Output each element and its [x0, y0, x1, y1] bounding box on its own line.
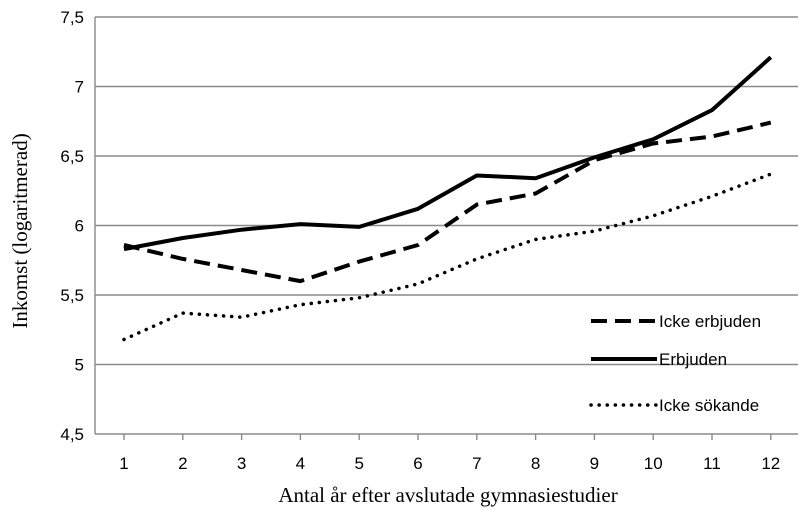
x-tick-label: 10: [644, 454, 663, 473]
series-line-1: [123, 120, 772, 284]
series-line-3: [122, 172, 773, 342]
x-tick-label: 11: [703, 454, 721, 473]
legend-label-2: Erbjuden: [659, 350, 727, 369]
x-tick-label: 5: [354, 454, 363, 473]
x-tick-label: 9: [590, 454, 599, 473]
x-tick-label: 3: [237, 454, 246, 473]
axes: [94, 17, 772, 440]
x-tick-label: 4: [296, 454, 305, 473]
x-tick-label: 7: [472, 454, 481, 473]
x-tick-label: 1: [119, 454, 128, 473]
gridlines: [95, 16, 798, 435]
y-tick-label: 6,5: [60, 147, 84, 166]
y-tick-label: 7: [75, 78, 84, 97]
series-line-2: [123, 55, 773, 252]
x-axis-title: Antal år efter avslutade gymnasiestudier: [278, 483, 617, 507]
legend: Icke erbjuden Erbjuden Icke sökande: [589, 312, 761, 415]
x-tick-label: 6: [413, 454, 422, 473]
y-tick-label: 5: [75, 356, 84, 375]
y-tick-label: 5,5: [60, 286, 84, 305]
legend-label-1: Icke erbjuden: [659, 312, 761, 331]
x-tick-labels: 1 2 3 4 5 6 7 8 9 10 11 12: [119, 454, 780, 473]
y-tick-label: 6: [75, 217, 84, 236]
legend-label-3: Icke sökande: [659, 396, 759, 415]
y-tick-label: 7,5: [60, 8, 84, 27]
y-tick-label: 4,5: [60, 425, 84, 444]
x-tick-label: 2: [178, 454, 187, 473]
series-lines: [122, 55, 773, 342]
x-tick-label: 12: [761, 454, 780, 473]
y-tick-labels: 4,5 5 5,5 6 6,5 7 7,5: [60, 8, 84, 444]
x-tick-label: 8: [531, 454, 540, 473]
y-axis-title: Inkomst (logaritmerad): [8, 133, 32, 328]
